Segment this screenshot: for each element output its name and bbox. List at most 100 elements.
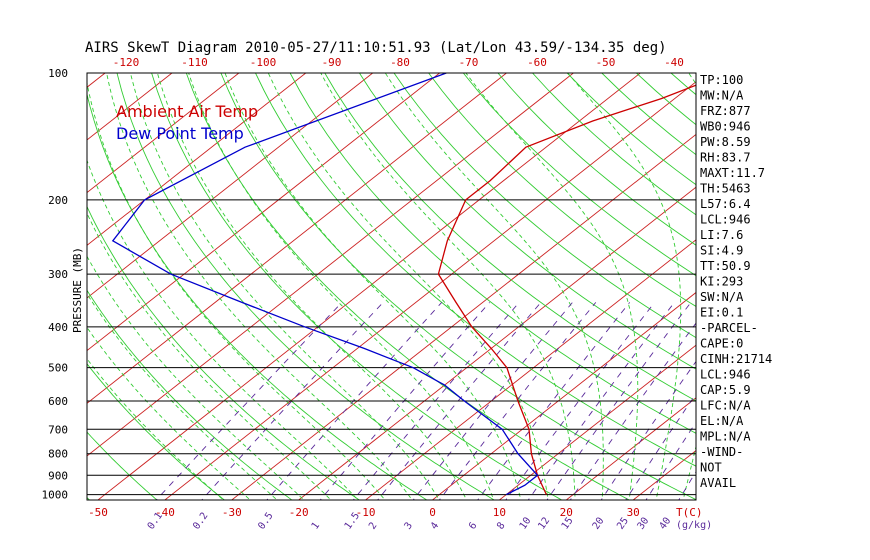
pressure-tick-label: 100 <box>48 67 68 80</box>
moist-adiabat-line <box>87 80 386 500</box>
isotherm-line <box>364 239 696 500</box>
dry-adiabat-line <box>87 431 158 500</box>
mixing-ratio-tick-label: 40 <box>657 516 673 532</box>
stat-line: SI:4.9 <box>700 244 743 258</box>
bottom-temp-tick-label: -30 <box>222 506 242 519</box>
stat-line: CAP:5.9 <box>700 383 751 397</box>
stat-line: EL:N/A <box>700 414 744 428</box>
pressure-tick-label: 500 <box>48 362 68 375</box>
isotherm-line <box>87 73 440 352</box>
isotherm-line <box>87 73 373 299</box>
legend: Ambient Air Temp Dew Point Temp <box>116 102 258 143</box>
mixing-ratio-tick-label: 0.5 <box>256 511 275 532</box>
mixing-ratio-unit: (g/kg) <box>676 520 712 531</box>
mixing-ratio-tick-label: 6 <box>467 520 479 531</box>
isotherm-line <box>763 73 870 504</box>
mixing-ratio-tick-label: 0.2 <box>191 511 210 532</box>
bottom-temp-tick-label: 10 <box>493 506 506 519</box>
isotherm-line <box>231 133 696 500</box>
stat-line: NOT <box>700 461 722 475</box>
bottom-temp-tick-label: 20 <box>560 506 573 519</box>
top-temp-tick-label: -50 <box>596 56 616 69</box>
stat-line: MW:N/A <box>700 89 744 103</box>
mixing-ratio-line <box>678 470 696 500</box>
moist-adiabat-line <box>465 73 639 500</box>
top-temp-tick-label: -70 <box>459 56 479 69</box>
dry-adiabat-line <box>775 73 870 504</box>
stat-line: WB0:946 <box>700 120 751 134</box>
moist-adiabat-line <box>87 212 332 500</box>
dry-adiabat-line <box>87 362 226 500</box>
top-temp-tick-label: -110 <box>181 56 208 69</box>
isotherm-line <box>87 73 574 457</box>
moist-adiabat-line <box>87 358 225 500</box>
moist-adiabat-line <box>87 292 278 500</box>
mixing-ratio-tick-label: 10 <box>518 516 534 532</box>
stat-line: SW:N/A <box>700 290 744 304</box>
mixing-ratio-tick-label: 20 <box>591 516 607 532</box>
stat-line: TT:50.9 <box>700 259 751 273</box>
stat-line: CAPE:0 <box>700 337 743 351</box>
moist-adiabat-line <box>87 326 251 500</box>
mixing-ratio-line <box>546 302 692 500</box>
moist-adiabat-line <box>384 73 604 500</box>
top-temp-tick-label: -120 <box>113 56 140 69</box>
isotherm-line <box>431 291 696 500</box>
stat-line: MPL:N/A <box>700 430 751 444</box>
stat-line: LCL:946 <box>700 368 751 382</box>
isotherm-line <box>565 397 696 500</box>
isotherm-line <box>297 186 696 500</box>
mixing-ratio-tick-label: 8 <box>495 520 507 531</box>
y-axis-label: PRESSURE (MB) <box>71 247 84 333</box>
plot-frame <box>86 72 697 501</box>
stat-line: FRZ:877 <box>700 104 751 118</box>
stat-line: EI:0.1 <box>700 306 743 320</box>
dry-adiabat-line <box>324 73 696 402</box>
isotherm-line <box>97 73 641 500</box>
top-temp-tick-label: -60 <box>527 56 547 69</box>
mixing-ratio-line <box>505 302 655 500</box>
stat-line: PW:8.59 <box>700 135 751 149</box>
stat-line: TH:5463 <box>700 182 751 196</box>
bottom-temp-tick-label: 30 <box>627 506 640 519</box>
moist-adiabat-line <box>320 73 576 500</box>
bottom-temp-unit: T(C) <box>676 506 703 519</box>
moist-adiabat-line <box>682 73 696 500</box>
pressure-tick-label: 900 <box>48 469 68 482</box>
isotherm-line <box>498 344 696 500</box>
dry-adiabat-line <box>289 73 696 434</box>
dry-adiabat-line <box>393 73 696 339</box>
mixing-ratio-line <box>438 302 597 500</box>
isotherm-line <box>87 73 507 404</box>
dry-adiabat-line <box>185 73 631 500</box>
dry-adiabat-line <box>497 73 696 246</box>
moist-adiabat-line <box>129 73 440 500</box>
dry-adiabat-line <box>740 73 870 504</box>
stat-line: KI:293 <box>700 275 743 289</box>
bottom-temp-tick-label: 0 <box>429 506 436 519</box>
stat-line: AVAIL <box>700 476 736 490</box>
moist-adiabat-line <box>567 73 682 500</box>
mixing-ratio-line <box>377 302 542 500</box>
sounding-profiles <box>111 73 696 496</box>
mixing-ratio-line <box>319 302 490 500</box>
bottom-temp-tick-label: -40 <box>155 506 175 519</box>
stat-line: RH:83.7 <box>700 151 751 165</box>
bottom-temp-tick-label: -50 <box>88 506 108 519</box>
dry-adiabat-line <box>636 73 696 126</box>
stat-line: CINH:21714 <box>700 352 772 366</box>
bottom-temp-tick-label: -10 <box>356 506 376 519</box>
mixing-ratio-line <box>569 322 696 500</box>
dry-adiabat-line <box>428 73 696 307</box>
dry-adiabat-line <box>220 73 696 500</box>
stat-line: -WIND- <box>700 445 743 459</box>
stat-line: MAXT:11.7 <box>700 166 765 180</box>
legend-entry: Dew Point Temp <box>116 124 244 143</box>
top-temp-tick-label: -90 <box>322 56 342 69</box>
top-temp-tick-label: -100 <box>250 56 277 69</box>
pressure-tick-label: 1000 <box>42 489 69 502</box>
moist-adiabat-line <box>224 73 522 500</box>
pressure-tick-label: 400 <box>48 321 68 334</box>
mixing-ratio-tick-label: 4 <box>429 521 441 532</box>
